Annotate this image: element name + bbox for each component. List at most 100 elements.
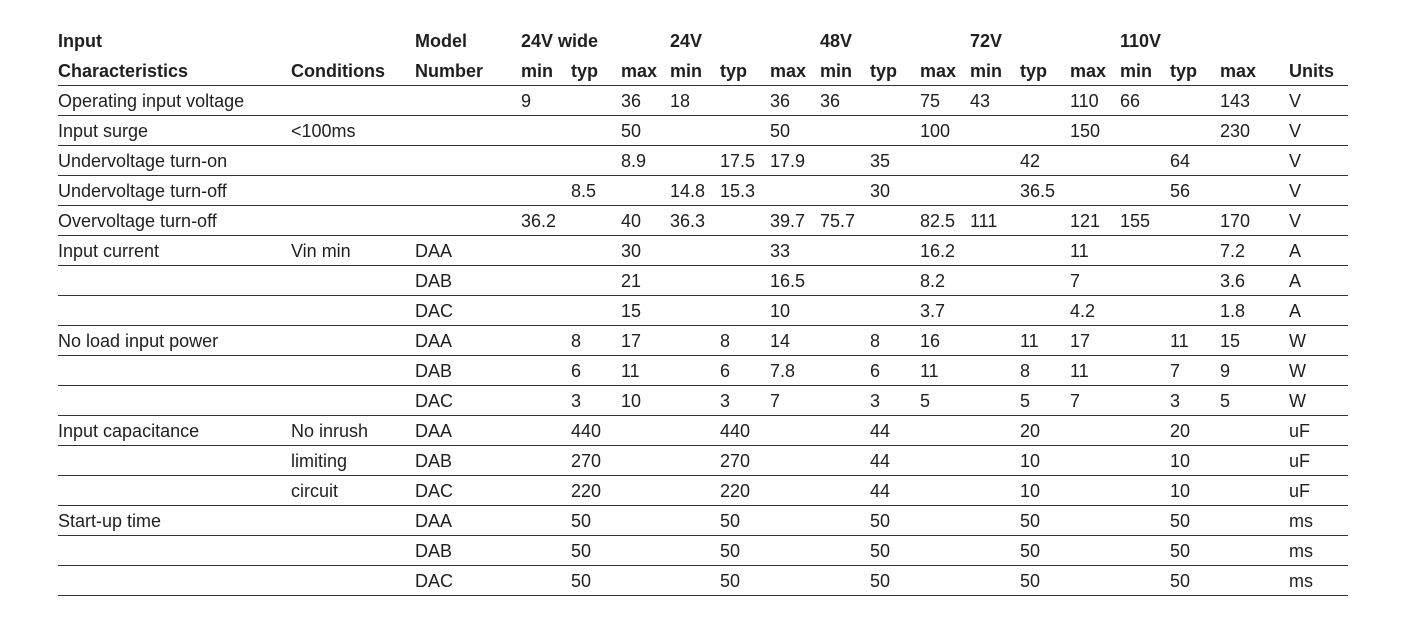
value-cell: 11 <box>920 361 939 381</box>
subheader-typ: typ <box>571 61 598 81</box>
value-cell: 8.9 <box>621 151 647 171</box>
row-model-number: DAA <box>415 421 453 441</box>
table-row: Undervoltage turn-off 8.5 14.8 15.3 30 36.5 56… <box>58 176 1348 206</box>
row-unit: W <box>1289 391 1306 411</box>
value-cell: 5 <box>920 391 931 411</box>
input-characteristics-table: Input Model 24V wide 24V 48V 72V 110V Ch… <box>58 26 1348 596</box>
subheader-min: min <box>521 61 554 81</box>
row-unit: uF <box>1289 421 1311 441</box>
value-cell: 8 <box>870 331 881 351</box>
value-cell: 44 <box>870 421 891 441</box>
value-cell: 50 <box>1170 541 1191 561</box>
value-cell: 50 <box>571 571 592 591</box>
value-cell: 44 <box>870 451 891 471</box>
value-cell: 50 <box>571 511 592 531</box>
row-unit: V <box>1289 181 1302 201</box>
value-cell: 17.5 <box>720 151 756 171</box>
header-model: Model <box>415 31 467 51</box>
value-cell: 16 <box>920 331 941 351</box>
row-model-number: DAA <box>415 511 453 531</box>
table-row: DAC 50 50 50 50 50 ms <box>58 566 1348 596</box>
value-cell: 40 <box>621 211 642 231</box>
row-unit: uF <box>1289 451 1311 471</box>
table-row: DAB 50 50 50 50 50 ms <box>58 536 1348 566</box>
table-row: Input surge <100ms 50 50 100 150 230 V <box>58 116 1348 146</box>
value-cell: 121 <box>1070 211 1101 231</box>
row-unit: ms <box>1289 541 1313 561</box>
header-units: Units <box>1289 61 1334 81</box>
row-model-number: DAB <box>415 271 453 291</box>
value-cell: 50 <box>870 511 891 531</box>
value-cell: 11 <box>1070 361 1089 381</box>
value-cell: 82.5 <box>920 211 956 231</box>
value-cell: 50 <box>621 121 642 141</box>
group-110v: 110V <box>1120 31 1162 51</box>
value-cell: 15 <box>621 301 642 321</box>
value-cell: 11 <box>1170 331 1189 351</box>
table-row: Input current Vin min DAA 30 33 16.2 11 7.2 A <box>58 236 1348 266</box>
value-cell: 220 <box>720 481 751 501</box>
row-model-number: DAC <box>415 571 454 591</box>
value-cell: 10 <box>621 391 642 411</box>
value-cell: 7 <box>1170 361 1181 381</box>
subheader-typ: typ <box>1170 61 1197 81</box>
value-cell: 5 <box>1020 391 1031 411</box>
group-24v-wide: 24V wide <box>521 31 599 51</box>
header-characteristics: Characteristics <box>58 61 189 81</box>
value-cell: 7.2 <box>1220 241 1246 261</box>
table-row: Operating input voltage 9 36 18 36 36 75 43 110 6… <box>58 86 1348 116</box>
value-cell: 35 <box>870 151 891 171</box>
value-cell: 11 <box>621 361 640 381</box>
value-cell: 440 <box>720 421 751 441</box>
row-label: Overvoltage turn-off <box>58 211 217 231</box>
row-unit: A <box>1289 241 1302 261</box>
value-cell: 50 <box>870 541 891 561</box>
subheader-min: min <box>820 61 853 81</box>
value-cell: 7 <box>770 391 781 411</box>
value-cell: 17 <box>1070 331 1091 351</box>
value-cell: 7.8 <box>770 361 796 381</box>
row-unit: A <box>1289 271 1302 291</box>
value-cell: 230 <box>1220 121 1251 141</box>
value-cell: 8.2 <box>920 271 946 291</box>
value-cell: 14 <box>770 331 791 351</box>
row-model-number: DAA <box>415 241 453 261</box>
subheader-typ: typ <box>870 61 897 81</box>
table-row: DAC 3 10 3 7 3 5 5 7 3 5 W <box>58 386 1348 416</box>
value-cell: 20 <box>1020 421 1041 441</box>
value-cell: 110 <box>1070 91 1099 111</box>
row-label: Undervoltage turn-on <box>58 151 228 171</box>
value-cell: 6 <box>720 361 731 381</box>
row-model-number: DAB <box>415 451 453 471</box>
header-conditions: Conditions <box>291 61 385 81</box>
value-cell: 16.2 <box>920 241 956 261</box>
value-cell: 3 <box>870 391 881 411</box>
value-cell: 50 <box>720 541 741 561</box>
value-cell: 50 <box>1170 511 1191 531</box>
value-cell: 44 <box>870 481 891 501</box>
value-cell: 43 <box>970 91 991 111</box>
value-cell: 1.8 <box>1220 301 1246 321</box>
value-cell: 50 <box>571 541 592 561</box>
value-cell: 3 <box>1170 391 1181 411</box>
row-condition: No inrush <box>291 421 369 441</box>
row-unit: V <box>1289 121 1302 141</box>
value-cell: 20 <box>1170 421 1191 441</box>
value-cell: 50 <box>770 121 791 141</box>
value-cell: 42 <box>1020 151 1041 171</box>
value-cell: 100 <box>920 121 951 141</box>
value-cell: 270 <box>720 451 751 471</box>
table-row: DAB 6 11 6 7.8 6 11 8 11 7 9 W <box>58 356 1348 386</box>
row-condition: <100ms <box>291 121 356 141</box>
value-cell: 3 <box>720 391 731 411</box>
row-label: Start-up time <box>58 511 162 531</box>
value-cell: 50 <box>1020 541 1041 561</box>
value-cell: 30 <box>870 181 891 201</box>
row-model-number: DAB <box>415 541 453 561</box>
value-cell: 50 <box>1020 571 1041 591</box>
value-cell: 50 <box>720 571 741 591</box>
subheader-max: max <box>621 61 658 81</box>
value-cell: 8 <box>720 331 731 351</box>
table-row: Input capacitance No inrush DAA 440 440 44 20 2… <box>58 416 1348 446</box>
value-cell: 111 <box>970 211 998 231</box>
